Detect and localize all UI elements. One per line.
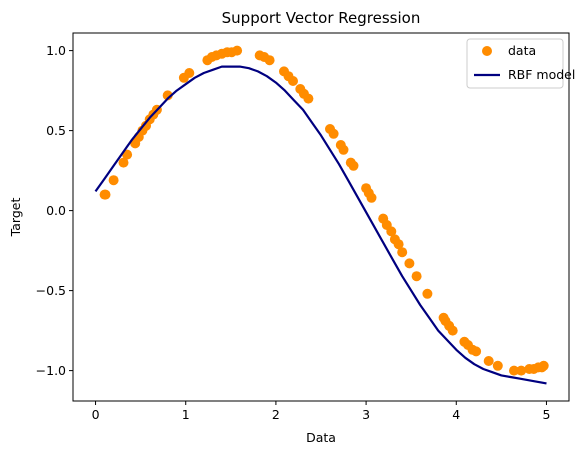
x-axis-label: Data <box>306 430 336 445</box>
y-tick-label: 1.0 <box>46 43 66 58</box>
plot-frame <box>72 32 570 402</box>
data-point <box>232 45 243 56</box>
data-point <box>538 360 549 371</box>
axes: 0 1 2 3 4 5 −1.0 −0.5 0.0 0.5 1.0 <box>36 43 551 422</box>
y-tick-label: −1.0 <box>36 363 66 378</box>
chart-title: Support Vector Regression <box>222 9 421 27</box>
plot-area <box>94 45 549 385</box>
data-point <box>492 360 503 371</box>
y-tick-label: 0.5 <box>46 123 66 138</box>
data-point <box>411 271 422 282</box>
legend: data RBF model <box>466 38 575 89</box>
data-point <box>264 55 275 66</box>
x-tick-label: 0 <box>92 407 100 422</box>
x-tick-label: 4 <box>452 407 460 422</box>
data-point <box>348 160 359 171</box>
x-tick-label: 1 <box>182 407 190 422</box>
data-point <box>108 175 119 186</box>
data-point <box>393 239 404 250</box>
x-tick-label: 3 <box>362 407 370 422</box>
y-axis-label: Target <box>8 198 23 238</box>
data-point <box>162 90 173 101</box>
data-point <box>288 76 298 86</box>
data-point <box>122 149 133 160</box>
data-point <box>422 288 433 299</box>
legend-label-data: data <box>508 43 536 58</box>
x-tick-label: 2 <box>272 407 280 422</box>
data-point <box>471 346 482 357</box>
data-point <box>386 226 397 237</box>
x-tick-label: 5 <box>542 407 550 422</box>
data-point <box>184 68 195 78</box>
y-tick-label: −0.5 <box>36 283 66 298</box>
legend-marker-data <box>482 46 492 56</box>
data-point <box>118 157 129 168</box>
data-point <box>366 192 377 203</box>
legend-label-rbf-model: RBF model <box>508 67 575 82</box>
data-point <box>328 128 339 139</box>
data-point <box>447 325 458 336</box>
y-tick-label: 0.0 <box>46 203 66 218</box>
data-point <box>100 189 111 200</box>
rbf-model-line <box>94 65 547 385</box>
data-point <box>303 93 314 104</box>
data-point <box>516 365 527 376</box>
data-point <box>397 247 408 258</box>
data-point <box>483 356 494 366</box>
data-point <box>509 365 519 376</box>
data-point <box>338 144 349 155</box>
data-point <box>404 258 415 269</box>
